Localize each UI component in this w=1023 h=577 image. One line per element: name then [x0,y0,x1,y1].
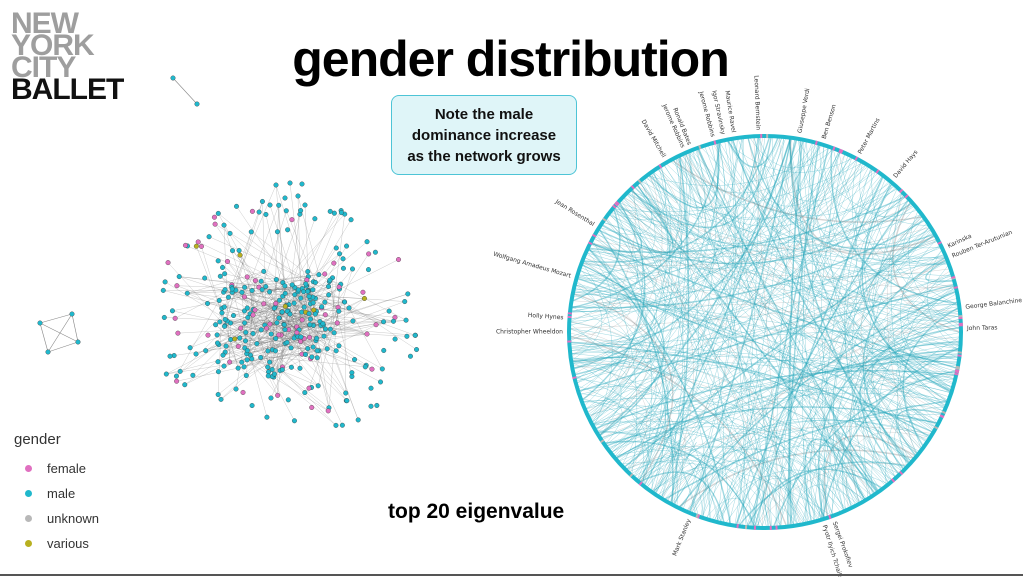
page-title: gender distribution [292,31,730,87]
circular-edge-bundle-plot: Leonard Bernstein Giuseppe Verdi Ben Benso… [492,75,1022,577]
legend-item-female: female [14,456,99,481]
bottom-divider [0,574,1023,576]
logo-line-york: YORK [11,29,95,62]
circle-node-label: George Balanchine [965,297,1023,311]
circle-node-label: David Hays [892,149,919,180]
circle-node-label: Peter Martins [857,117,882,155]
circle-node-label: Leonard Bernstein [753,75,762,130]
circle-node-label: Wolfgang Amadeus Mozart [492,251,572,280]
legend-item-unknown: unknown [14,506,99,531]
circle-node-label: Jean Rosenthal [553,198,596,228]
gender-legend: gender female male unknown various [14,431,99,556]
logo-line-new: NEW [11,7,79,40]
legend-label: unknown [47,511,100,526]
legend-item-various: various [14,531,99,556]
legend-label: female [47,461,87,476]
logo-line-ballet: BALLET [11,73,124,106]
legend-title: gender [14,431,61,448]
logo-line-city: CITY [11,51,76,84]
chart-caption: top 20 eigenvalue [388,500,565,523]
circle-node-label: Giuseppe Verdi [797,88,812,134]
nycb-logo: NEW YORK CITY BALLET [11,7,124,106]
unknown-dot-icon [25,515,32,522]
network-edges [39,77,417,426]
legend-label: male [47,486,76,501]
note-box: Note the male dominance increase as the … [391,95,577,175]
circle-node-label: Mark Stanley [671,518,692,557]
legend-item-male: male [14,481,99,506]
various-dot-icon [25,540,32,547]
male-dot-icon [25,490,32,497]
circle-node-label: Holly Hynes [528,312,564,321]
legend-label: various [47,536,89,551]
female-dot-icon [25,465,32,472]
circle-node-label: Ben Benson [821,103,838,139]
network-nodes [37,75,420,428]
circle-node-label: Christopher Wheeldon [496,329,563,336]
circle-node-label: John Taras [966,324,998,332]
circle-node-label: David Mitchell [640,118,668,159]
